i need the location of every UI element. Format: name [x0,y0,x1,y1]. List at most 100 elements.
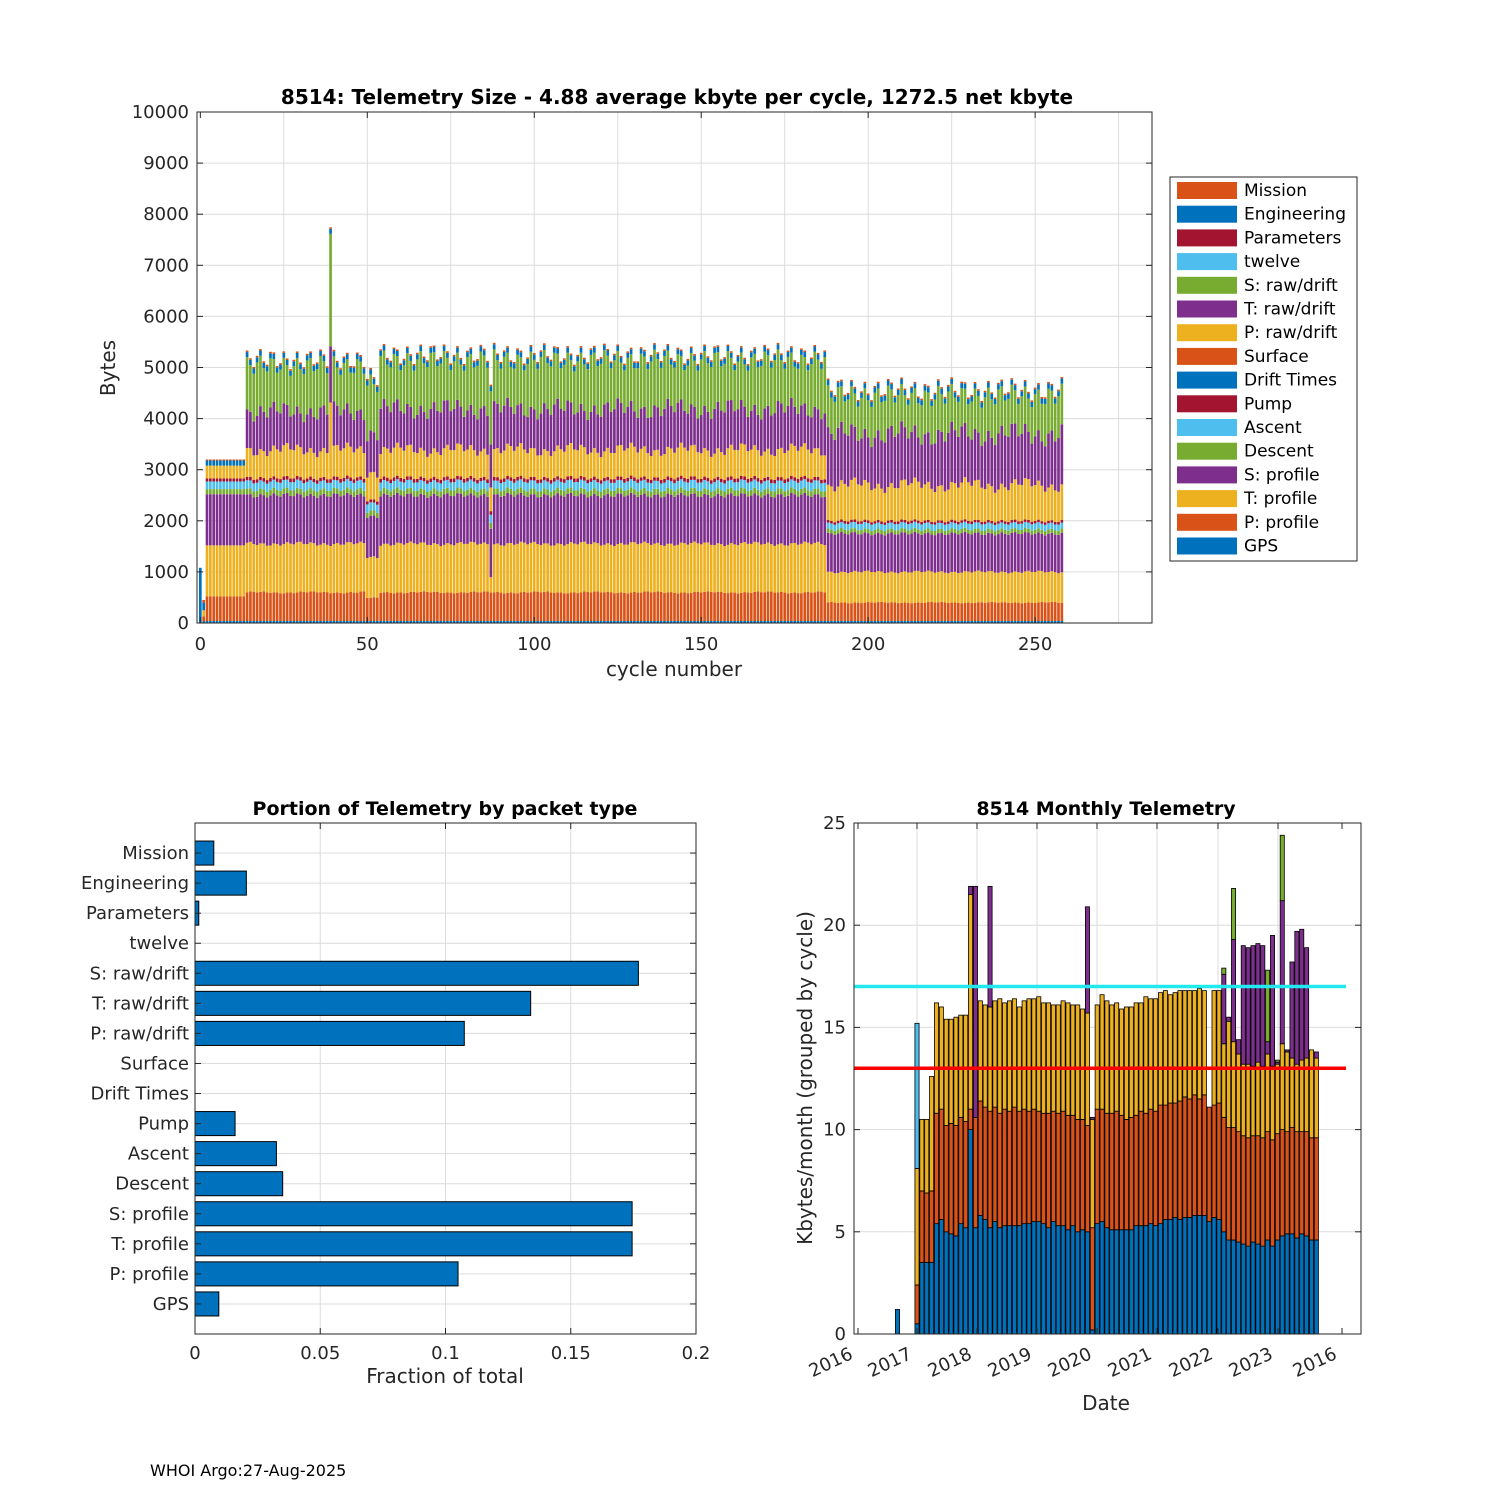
bar-segment-engineering [813,346,817,352]
bar-segment-t-profile [853,570,857,603]
bar-segment-descent [1010,528,1014,533]
bar-segment-engineering [239,460,242,466]
bar-segment-s-raw-drift [810,364,813,418]
bar-segment-p-raw-drift [613,453,616,480]
bar-segment-s-raw-drift [843,401,847,434]
bar-segment-engineering [349,367,352,373]
month-bar-segment [1231,1041,1237,1128]
bar-segment-p-raw-drift [583,447,586,478]
portion-bar [194,1171,284,1197]
bar-segment-t-profile [549,545,553,593]
bar-segment-t-profile [780,543,783,592]
bar-segment-s-raw-drift [860,397,863,439]
month-bar-segment [1260,1137,1266,1247]
bar-segment-p-profile [249,591,252,621]
bar-segment-p-raw-drift [926,481,930,520]
bar-segment-t-raw-drift [953,430,957,484]
bar-segment-t-raw-drift [853,426,857,478]
bar-segment-t-profile [529,542,533,593]
legend-swatch [1177,466,1237,484]
bar-segment-mission [329,227,332,229]
bar-segment-pump [309,476,312,481]
bar-segment-p-profile [315,592,319,621]
bar-segment-p-raw-drift [636,452,640,480]
bar-segment-gps [843,620,847,623]
bar-segment-s-raw-drift [386,364,389,407]
bar-segment-pump [322,476,326,481]
bar-segment-t-raw-drift [820,419,823,456]
bar-segment-p-profile [960,603,963,621]
bar-segment-gps [723,620,726,623]
month-bar-segment [1119,1114,1125,1231]
bar-segment-p-raw-drift [416,453,419,479]
month-bar-segment [1182,990,1188,1098]
bar-segment-gps [616,620,620,623]
bar-segment-s-raw-drift [345,359,349,404]
bar-segment-mission [342,356,346,358]
bar-segment-engineering [733,365,736,371]
bar-segment-engineering [1057,391,1060,397]
bar-segment-s-profile [977,532,980,571]
bar-segment-mission [987,380,990,383]
bar-segment-p-raw-drift [906,485,910,522]
bar-segment-p-raw-drift [626,448,630,478]
bar-segment-mission [402,358,406,361]
bar-segment-descent [492,488,496,495]
bar-segment-p-raw-drift [472,450,476,479]
bar-segment-s-profile [469,493,473,542]
month-bar-segment [934,1002,939,1114]
bar-segment-descent [466,489,469,496]
bar-segment-engineering [282,352,286,358]
bar-segment-t-raw-drift [763,408,766,452]
bar-segment-s-profile [609,496,613,545]
bar-segment-p-profile [653,592,656,621]
bar-segment-pump [1037,519,1040,523]
bar-segment-ascent [1033,523,1037,530]
month-bar-segment [977,1100,983,1216]
bar-segment-gps [629,621,633,623]
bar-segment-mission [856,399,860,402]
bar-segment-ascent [502,481,506,491]
bar-segment-p-raw-drift [993,492,997,523]
bar-segment-s-profile [699,496,703,545]
month-bar-segment [997,1227,1003,1335]
bar-segment-s-profile [846,534,850,574]
bar-segment-s-profile [222,494,226,546]
month-bar-segment [1021,1108,1027,1225]
month-bar-segment [1260,945,1266,1067]
bar-segment-p-raw-drift [1060,484,1064,521]
bar-segment-p-profile [215,596,219,621]
month-bar-segment [1007,1110,1013,1227]
bar-segment-gps [589,621,593,623]
bar-segment-t-profile [299,541,302,592]
month-bar-segment [1235,1039,1241,1055]
bar-segment-mission [833,395,837,397]
bar-segment-p-raw-drift [746,451,750,480]
bar-segment-t-raw-drift [259,406,262,450]
bar-segment-p-raw-drift [649,456,653,480]
bar-segment-s-profile [696,496,700,544]
bar-segment-mission [783,362,787,364]
bar-segment-gps [335,620,339,623]
bar-segment-pump [960,520,963,523]
bar-segment-t-profile [870,571,873,603]
category-label: twelve [129,933,189,954]
bar-segment-t-profile [666,543,670,593]
bar-segment-p-profile [389,593,393,621]
bar-segment-p-profile [512,593,516,621]
bar-segment-mission [335,360,339,363]
month-bar-segment [1031,1221,1037,1335]
bar-segment-t-raw-drift [773,413,777,457]
bar-segment-p-profile [222,596,226,621]
bar-segment-engineering [546,357,549,363]
bar-segment-descent [810,491,813,497]
bar-segment-ascent [796,482,800,492]
bar-segment-s-raw-drift [786,356,790,406]
bar-segment-gps [466,621,469,623]
bar-segment-engineering [739,347,743,353]
bar-segment-p-raw-drift [766,448,770,477]
bar-segment-pump [840,519,843,523]
bar-segment-s-profile [896,534,900,574]
bar-segment-s-profile [446,493,449,544]
bar-segment-s-profile [442,494,446,545]
